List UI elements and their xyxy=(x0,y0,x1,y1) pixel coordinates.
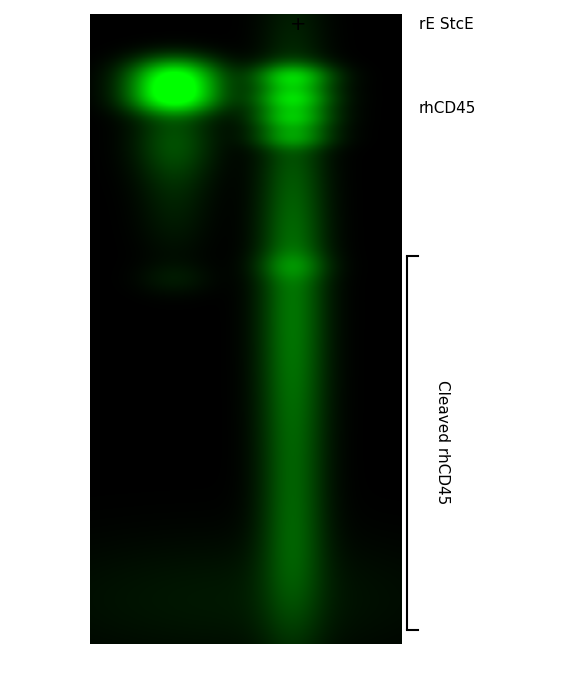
Text: rE StcE: rE StcE xyxy=(419,17,474,32)
Bar xyxy=(90,14,402,644)
Text: $+$: $+$ xyxy=(289,15,305,34)
Text: rhCD45: rhCD45 xyxy=(419,101,477,116)
Text: Cleaved rhCD45: Cleaved rhCD45 xyxy=(435,380,450,505)
Text: $-$: $-$ xyxy=(178,15,194,34)
